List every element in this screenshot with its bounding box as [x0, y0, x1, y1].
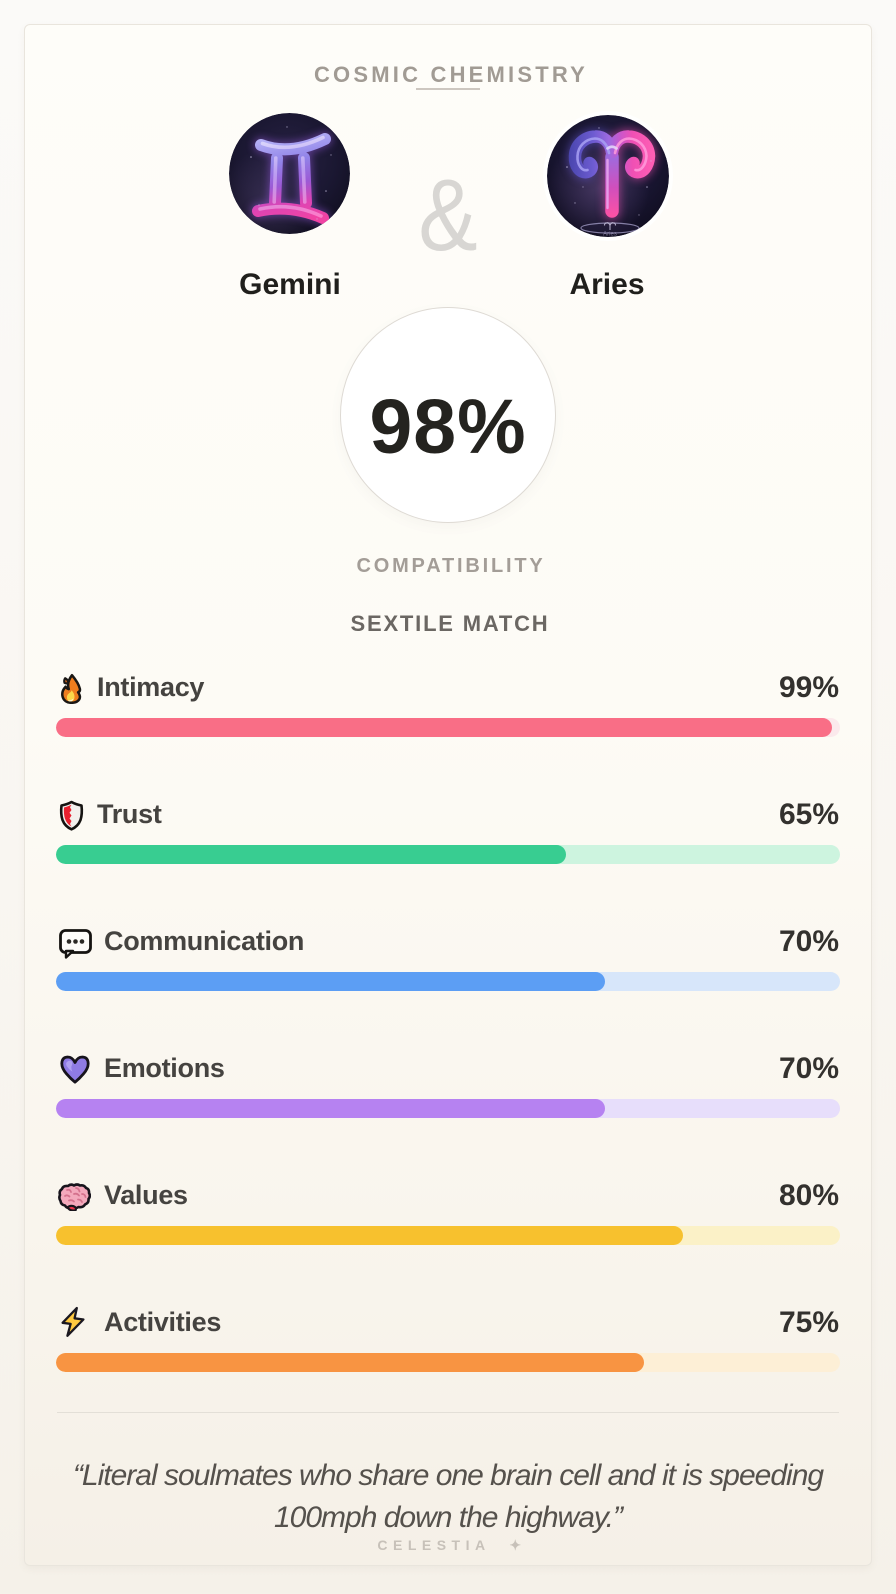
svg-text:Aries: Aries [603, 232, 617, 238]
